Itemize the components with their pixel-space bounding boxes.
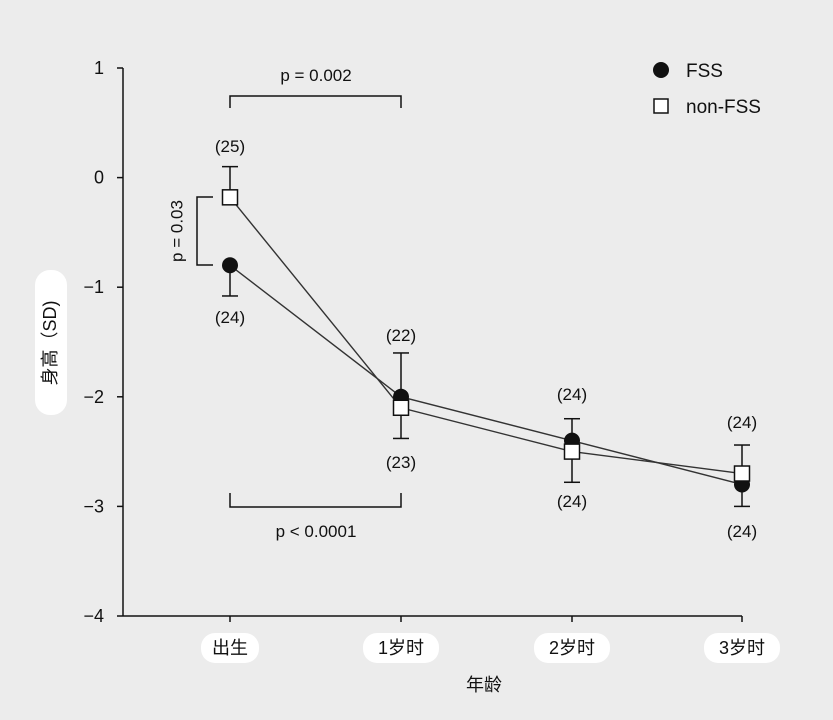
n-label-non-fss: (23) [386, 453, 416, 472]
x-tick-label: 1岁时 [378, 638, 424, 658]
legend-label-fss: FSS [686, 61, 723, 82]
x-axis-ticks: 出生 1岁时 2岁时 3岁时 [201, 616, 780, 663]
point-non-fss [392, 399, 410, 417]
y-axis-ticks: 1 0 −1 −2 −3 −4 [83, 58, 123, 626]
n-label-fss: (22) [386, 326, 416, 345]
series-line-non-fss [229, 196, 743, 475]
series-layer [221, 165, 751, 508]
n-label-non-fss: (24) [727, 413, 757, 432]
point-non-fss [563, 443, 581, 460]
n-labels: (24) (22) (24) (24) (25) (23) (24) (24) [215, 137, 757, 541]
y-tick-label: −1 [83, 277, 104, 297]
x-tick-label: 3岁时 [719, 638, 765, 658]
y-axis-title-bg [35, 270, 67, 415]
x-tick-label-bg [704, 633, 780, 663]
x-tick-label: 出生 [212, 638, 248, 658]
n-label-fss: (24) [727, 522, 757, 541]
x-axis-title: 年龄 [466, 675, 502, 695]
point-non-fss [221, 189, 239, 206]
p-annotation-bottom: p < 0.0001 [229, 493, 402, 541]
legend-marker-fss [653, 62, 669, 78]
bracket-top [229, 95, 402, 108]
y-tick-label: −3 [83, 496, 104, 516]
y-axis: 1 0 −1 −2 −3 −4 [83, 58, 124, 626]
bracket-side [196, 196, 213, 266]
y-axis-title-group: 身高（SD) [35, 270, 67, 415]
legend-marker-non-fss [653, 98, 669, 114]
point-fss [222, 257, 238, 274]
bracket-bottom [229, 493, 402, 508]
p-value-top: p = 0.002 [280, 66, 351, 85]
y-axis-title: 身高（SD) [40, 301, 60, 386]
n-label-fss: (24) [215, 308, 245, 327]
x-tick-label-bg [201, 633, 259, 663]
legend: FSS non-FSS [653, 61, 761, 118]
x-tick-label-bg [534, 633, 610, 663]
x-tick-label-bg [363, 633, 439, 663]
p-value-side: p = 0.03 [167, 200, 186, 262]
p-value-bottom: p < 0.0001 [276, 522, 357, 541]
y-tick-label: −2 [83, 387, 104, 407]
point-non-fss [733, 465, 751, 482]
p-annotation-top: p = 0.002 [229, 66, 402, 108]
y-tick-label: 1 [94, 58, 104, 78]
y-tick-label: 0 [94, 168, 104, 188]
n-label-non-fss: (25) [215, 137, 245, 156]
y-tick-label: −4 [83, 606, 104, 626]
n-label-non-fss: (24) [557, 492, 587, 511]
p-annotation-side: p = 0.03 [167, 196, 213, 266]
x-axis: 出生 1岁时 2岁时 3岁时 [123, 615, 780, 663]
legend-label-non-fss: non-FSS [686, 97, 761, 118]
n-label-fss: (24) [557, 385, 587, 404]
x-tick-label: 2岁时 [549, 638, 595, 658]
